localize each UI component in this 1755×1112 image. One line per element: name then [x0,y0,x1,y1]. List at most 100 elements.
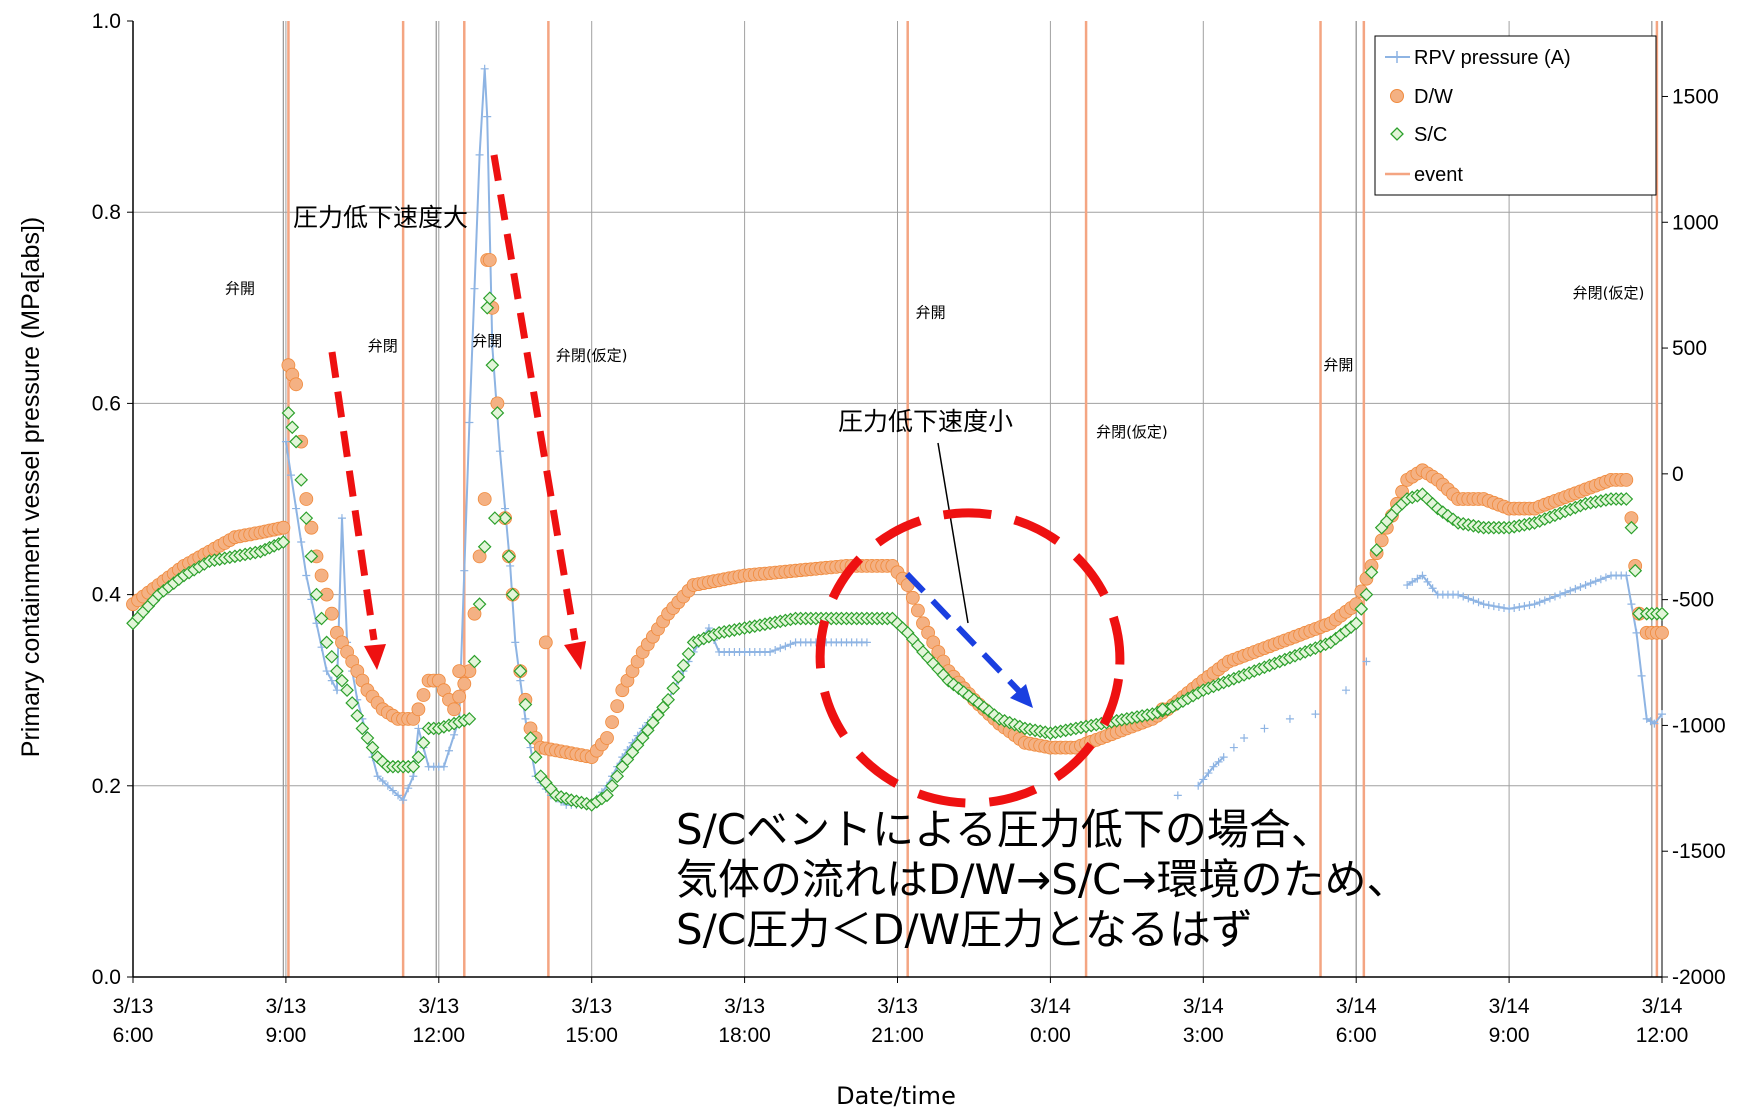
rpv-point [771,646,780,655]
rpv-point [1479,600,1488,609]
rpv-point [297,538,306,547]
sc-point [1354,602,1369,616]
rpv-point [521,714,530,723]
x-tick-date: 3/14 [1030,995,1071,1018]
rpv-point [394,791,403,800]
data-series [126,64,1669,812]
dw-point [289,377,304,392]
rpv-point [1500,603,1508,612]
rpv-point [495,447,504,456]
rpv-point [475,150,484,159]
rpv-point [1173,791,1182,800]
sc-point [276,535,291,549]
x-tick-date: 3/13 [571,995,612,1018]
sc-point [309,587,324,602]
rpv-point [1586,579,1595,588]
rpv-point [1342,686,1351,695]
rpv-point [1454,590,1463,599]
x-tick-time: 18:00 [718,1024,771,1047]
dw-point [467,606,482,621]
sc-point [462,712,477,726]
sc-point [319,635,334,650]
sc-point [1369,543,1384,557]
sc-point [1364,565,1379,580]
rpv-point [337,514,346,523]
sc-point [304,549,319,564]
rpv-point [1622,571,1631,580]
sc-point [523,731,538,745]
blue-arrow [904,571,1033,708]
rpv-point [460,566,469,575]
rpv-point [1545,594,1554,603]
legend-rpv: RPV pressure (A) [1414,47,1571,69]
sc-point [299,511,314,525]
rpv-point [1428,584,1437,593]
sc-point [661,692,675,707]
rpv-point [526,743,535,752]
x-tick-time: 0:00 [1030,1024,1071,1047]
x-tick-time: 12:00 [413,1024,466,1047]
rpv-point [439,762,448,771]
sc-point [1619,492,1634,506]
rpv-point [1591,577,1600,586]
rpv-point [1423,577,1432,586]
sc-point [314,611,329,626]
sc-point [490,406,505,420]
rpv-point [409,772,418,781]
red-arrow-right [490,154,586,670]
event-label: 弁開 [916,303,946,321]
rpv-point [1576,582,1585,591]
rpv-point [307,595,316,604]
rpv-point [1418,571,1427,580]
dw-point [411,702,426,717]
legend-sc: S/C [1414,124,1447,146]
rpv-point [766,647,775,656]
sc-point [671,669,686,684]
dw-point [472,549,487,564]
rpv-point [1413,574,1422,583]
rpv-point [506,561,515,570]
sc-point [1359,587,1374,602]
sc-point [467,654,482,669]
rpv-point [781,642,790,651]
rpv-line [1197,756,1225,787]
rpv-point [1627,600,1636,609]
note-line-1: S/Cベントによる圧力低下の場合、 [676,805,1333,854]
x-tick-time: 12:00 [1636,1024,1689,1047]
rpv-point [1637,671,1646,680]
sc-point [281,406,296,420]
rpv-point [322,667,331,676]
rpv-point [1464,594,1473,603]
legend-dw: D/W [1414,86,1453,108]
rpv-point [1510,603,1519,612]
note-line-2: 気体の流れはD/W→S/C→環境のため、 [676,855,1409,904]
rpv-point [1561,588,1570,597]
rpv-point [786,640,795,649]
rpv-point [378,777,387,786]
sc-point [477,539,492,554]
y2-tick-label: 1500 [1672,85,1719,108]
legend: RPV pressure (A) D/W S/C event [1374,35,1657,196]
rpv-point [1362,657,1371,666]
legend-event: event [1414,164,1463,186]
rpv-point [404,784,413,793]
sc-point [416,735,431,750]
rpv-point [1525,601,1534,610]
dw-point [299,492,314,506]
sc-point [411,750,426,764]
rpv-point [1494,603,1503,612]
event-label: 弁閉(仮定) [1573,284,1645,302]
dw-point [482,253,497,267]
x-tick-date: 3/13 [113,995,154,1018]
dw-point [416,688,431,702]
rpv-point [302,571,311,580]
x-tick-date: 3/14 [1183,995,1224,1018]
rpv-point [1556,590,1565,599]
rpv-point [1484,601,1493,610]
red-arrow-left [328,351,386,670]
sc-point [345,696,360,710]
axes: 0.0 0.2 0.4 0.6 0.8 1.0 -2000 -1500 -1000 -500 0 50… [92,10,1726,1047]
y-tick-label: 0.2 [92,775,121,798]
event-label: 弁閉(仮定) [556,346,628,364]
sc-point [294,473,309,487]
